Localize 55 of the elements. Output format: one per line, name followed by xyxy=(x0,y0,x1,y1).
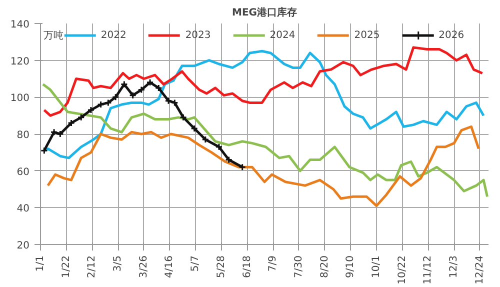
x-tick-label: 7/30 xyxy=(293,255,304,278)
y-tick-label: 100 xyxy=(10,93,30,104)
point xyxy=(56,130,64,138)
point xyxy=(170,98,178,106)
legend-label: 2023 xyxy=(185,30,211,40)
x-tick-label: 12/24 xyxy=(474,255,486,284)
point xyxy=(104,98,112,106)
y-tick-label: 20 xyxy=(16,240,30,252)
point xyxy=(129,92,137,100)
point xyxy=(138,86,146,94)
chart-title: MEG港口库存 xyxy=(232,6,298,18)
point xyxy=(190,124,198,132)
point xyxy=(146,78,154,86)
point xyxy=(154,84,162,92)
x-tick-label: 4/16 xyxy=(164,255,176,278)
point xyxy=(87,106,95,114)
x-tick-label: 5/7 xyxy=(190,256,202,272)
x-tick-label: 7/9 xyxy=(268,256,279,272)
line-series xyxy=(46,125,480,208)
x-tick-label: 1/1 xyxy=(35,256,46,272)
point xyxy=(77,114,85,122)
point xyxy=(120,80,128,88)
point xyxy=(112,93,120,101)
line-series xyxy=(42,46,484,117)
y-tick-label: 60 xyxy=(16,166,30,178)
point xyxy=(180,114,188,122)
x-tick-label: 8/20 xyxy=(319,255,330,278)
point xyxy=(50,128,58,136)
x-tick-label: 12/3 xyxy=(448,255,460,278)
x-tick-label: 10/22 xyxy=(396,255,408,284)
point xyxy=(215,143,223,151)
x-tick-label: 11/12 xyxy=(422,255,434,284)
x-tick-label: 3/26 xyxy=(138,255,150,278)
x-tick-label: 1/22 xyxy=(60,255,72,278)
x-tick-label: 10/1 xyxy=(371,255,382,278)
legend-label: 2025 xyxy=(354,30,380,40)
legend-label: 2022 xyxy=(100,30,126,40)
x-tick-label: 9/10 xyxy=(345,255,356,278)
line-series xyxy=(42,83,488,198)
point xyxy=(164,97,172,105)
x-tick-label: 3/5 xyxy=(112,256,124,272)
point xyxy=(202,136,210,144)
x-tick-label: 2/12 xyxy=(86,255,98,278)
legend-label: 2026 xyxy=(438,30,464,40)
x-tick-label: 6/18 xyxy=(242,255,253,278)
y-tick-label: 40 xyxy=(16,204,30,215)
y-tick-label: 140 xyxy=(10,20,30,30)
y-tick-label: 120 xyxy=(10,56,30,68)
legend-label: 2024 xyxy=(270,30,296,40)
x-tick-label: 5/28 xyxy=(216,255,227,278)
point xyxy=(68,119,76,127)
y-axis-title: 万吨 xyxy=(44,30,64,42)
y-tick-label: 80 xyxy=(16,130,30,141)
point xyxy=(97,100,105,108)
point xyxy=(225,156,233,164)
